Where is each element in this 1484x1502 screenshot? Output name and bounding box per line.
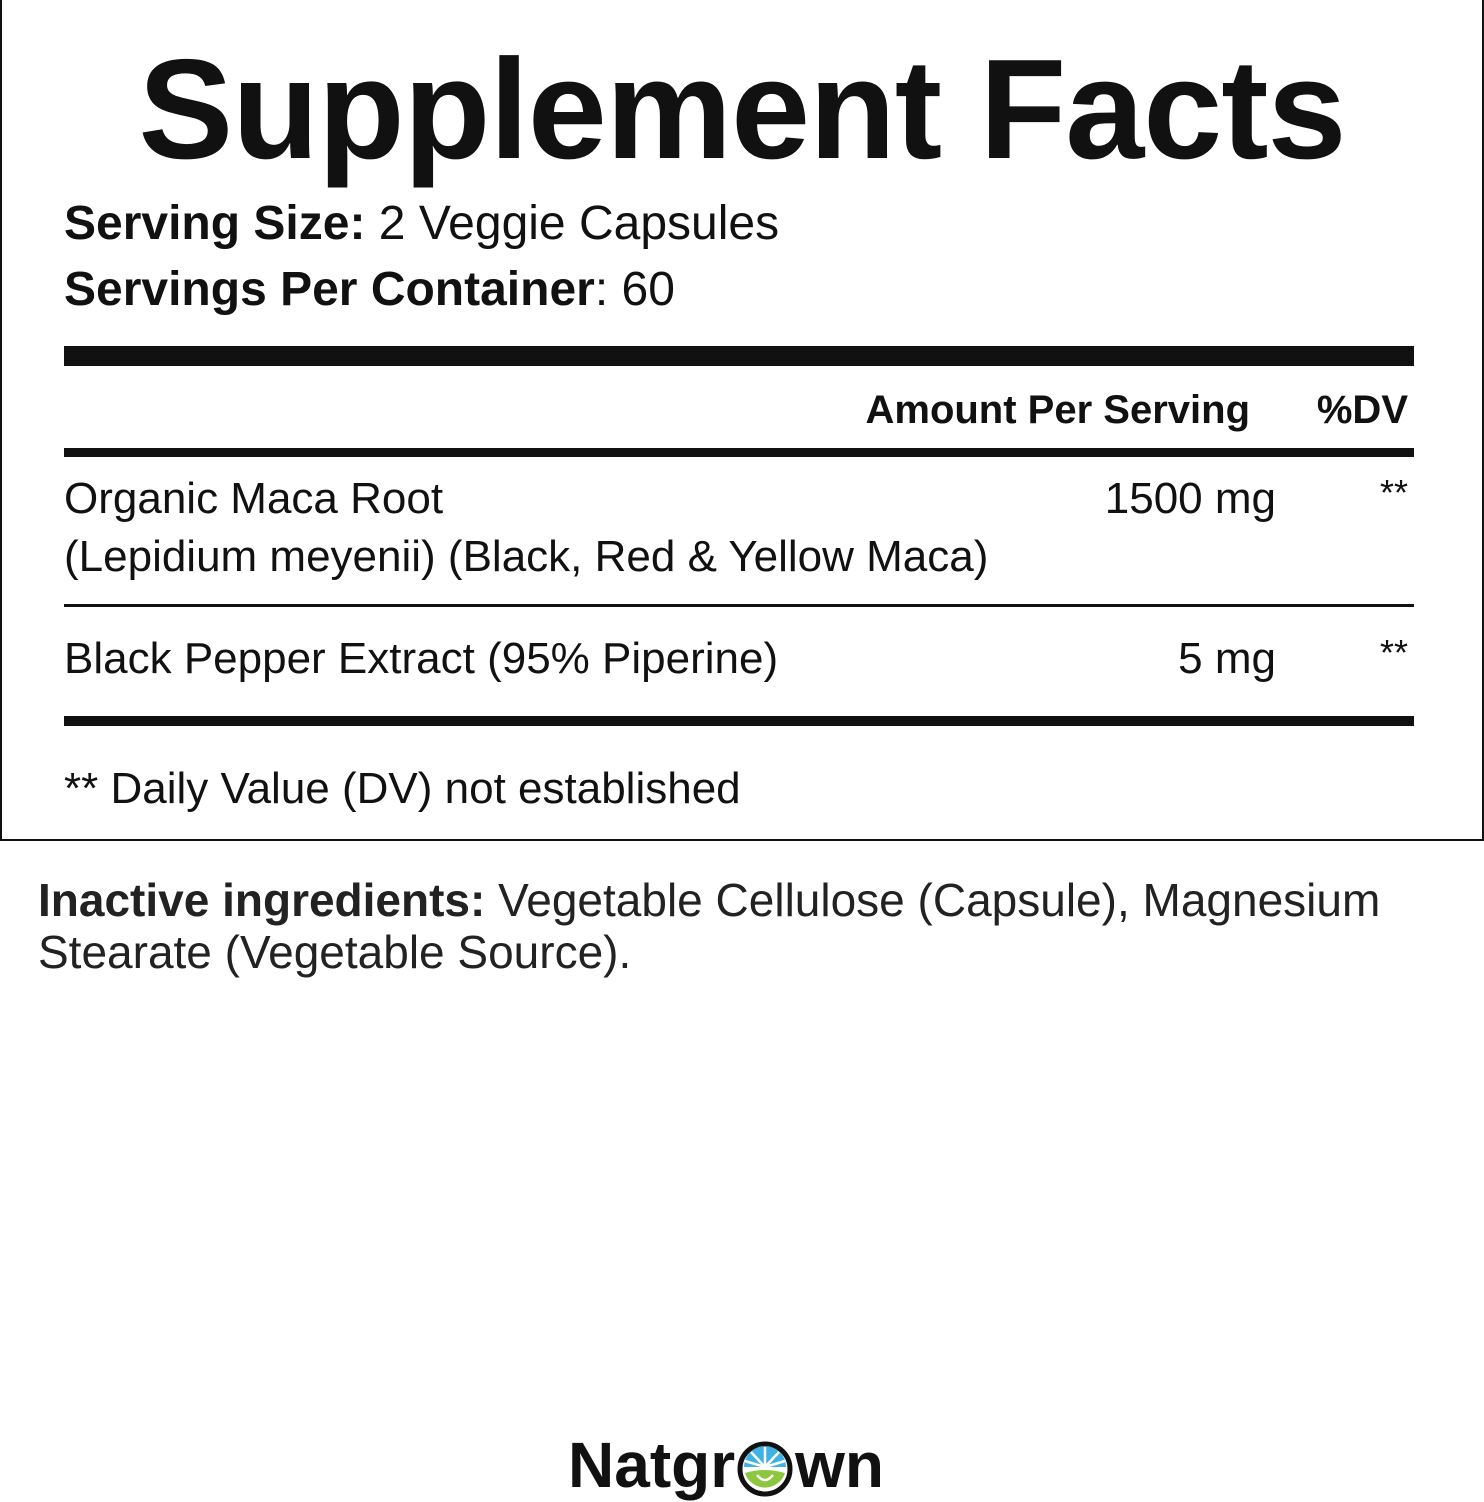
page-title: Supplement Facts	[138, 30, 1346, 189]
servings-label: Servings Per Container	[64, 263, 595, 316]
ingredient-amount: 5 mg	[1178, 634, 1276, 683]
thick-divider	[64, 346, 1414, 366]
dv-header: %DV	[1316, 388, 1408, 432]
inactive-ingredients: Inactive ingredients: Vegetable Cellulos…	[38, 874, 1478, 978]
ingredient-name: Organic Maca Root	[64, 474, 444, 523]
header-divider	[64, 448, 1414, 457]
footnote: ** Daily Value (DV) not established	[64, 764, 741, 813]
inactive-label: Inactive ingredients:	[38, 874, 486, 926]
inactive-text: Vegetable Cellulose (Capsule), Magnesium…	[38, 874, 1381, 978]
sunrise-leaf-icon	[737, 1441, 793, 1497]
supplement-facts-panel	[0, 0, 1484, 841]
ingredient-dv: **	[1379, 472, 1408, 513]
amount-header: Amount Per Serving	[865, 388, 1250, 432]
ingredient-dv: **	[1379, 632, 1408, 673]
bottom-divider	[64, 716, 1414, 726]
serving-size: Serving Size: 2 Veggie Capsules	[64, 196, 779, 251]
serving-size-label: Serving Size:	[64, 197, 366, 250]
row-divider	[64, 604, 1414, 607]
serving-size-value: 2 Veggie Capsules	[378, 197, 780, 250]
ingredient-amount: 1500 mg	[1104, 474, 1276, 523]
logo-text-end: wn	[795, 1429, 884, 1501]
servings-value: : 60	[594, 263, 675, 316]
ingredient-detail: (Lepidium meyenii) (Black, Red & Yellow …	[64, 532, 989, 581]
brand-logo: Natgr wn	[568, 1428, 884, 1502]
ingredient-name: Black Pepper Extract (95% Piperine)	[64, 634, 779, 683]
servings-per-container: Servings Per Container: 60	[64, 262, 675, 317]
logo-text-start: Natgr	[568, 1429, 736, 1501]
